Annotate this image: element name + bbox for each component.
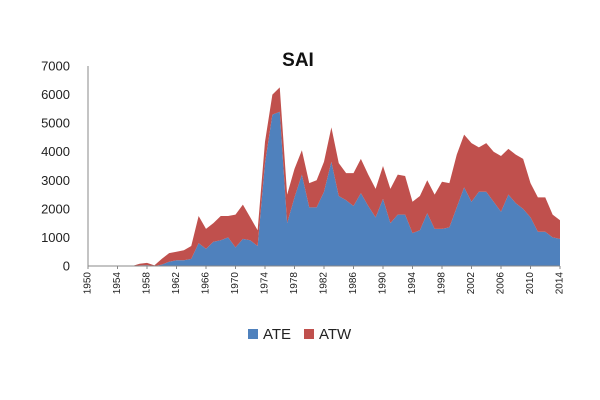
y-tick-label: 4000 [41, 144, 70, 159]
x-tick-label: 1958 [142, 272, 153, 295]
chart-title: SAI [282, 50, 314, 71]
y-tick-label: 0 [63, 259, 70, 274]
legend-label-atw: ATW [319, 326, 352, 343]
area-series-atw [88, 87, 560, 267]
x-tick-label: 1982 [319, 272, 330, 295]
y-tick-label: 2000 [41, 201, 70, 216]
legend-swatch-ate [248, 329, 258, 339]
x-tick-label: 1998 [437, 272, 448, 295]
x-tick-label: 1950 [83, 272, 94, 295]
x-tick-label: 1986 [348, 272, 359, 295]
x-tick-label: 2006 [496, 272, 507, 295]
x-tick-label: 2002 [466, 272, 477, 295]
y-tick-label: 3000 [41, 173, 70, 188]
x-tick-label: 1974 [260, 272, 271, 295]
legend-label-ate: ATE [263, 326, 291, 343]
x-tick-label: 2014 [555, 272, 566, 295]
x-tick-label: 2010 [525, 272, 536, 295]
y-tick-label: 7000 [41, 59, 70, 74]
x-tick-label: 1954 [112, 272, 123, 295]
legend: ATE ATW [248, 326, 352, 343]
x-axis-ticks: 1950 1954 1958 1962 1966 1970 1974 1978 1982 1986… [83, 266, 566, 294]
y-tick-label: 6000 [41, 87, 70, 102]
x-tick-label: 1990 [378, 272, 389, 295]
area-series-ate [88, 111, 560, 267]
x-tick-label: 1994 [407, 272, 418, 295]
area-layers [88, 87, 560, 267]
x-tick-label: 1970 [230, 272, 241, 295]
y-tick-label: 1000 [41, 230, 70, 245]
y-axis-ticks: 0 1000 2000 3000 4000 5000 6000 7000 [41, 59, 70, 274]
y-tick-label: 5000 [41, 116, 70, 131]
x-tick-label: 1966 [201, 272, 212, 295]
legend-swatch-atw [304, 329, 314, 339]
x-tick-label: 1978 [289, 272, 300, 295]
x-tick-label: 1962 [171, 272, 182, 295]
